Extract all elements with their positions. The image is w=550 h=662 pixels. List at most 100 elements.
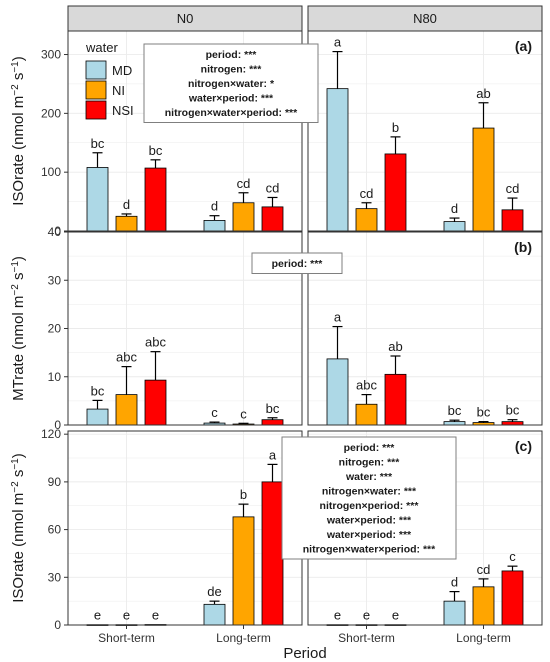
panel-c-y-axis-title: ISOrate (nmol m−2 s−1) [10,453,28,603]
panel-c-n0-longterm-md-sig-letter: de [207,584,221,599]
panel-b-n80-shortterm-nsi-bar [384,373,407,426]
panel-c-tag: (c) [515,438,532,454]
facet-label-n0: N0 [177,11,194,26]
panel-a-y-tick-label: 100 [41,165,61,179]
panel-a-n0-shortterm-nsi-sig-letter: bc [149,143,163,158]
panel-c-n80-longterm-md-bar [443,600,466,626]
panel-c-y-tick-label: 90 [48,475,62,489]
panel-c-n0-shortterm-nsi-sig-letter: e [152,608,159,623]
panel-c-n80-shortterm-nsi-sig-letter: e [392,608,399,623]
legend-swatch-md [85,60,107,80]
panel-c-stats-line: water×period: *** [326,529,412,541]
panel-a-y-tick-label: 0 [54,224,61,238]
panel-b-y-tick-label: 40 [48,225,62,239]
panel-a-n0-longterm-md-sig-letter: d [211,199,218,214]
panel-a-n80-longterm-nsi-sig-letter: cd [506,181,520,196]
panel-a-n80-longterm-ni-sig-letter: ab [476,86,490,101]
legend-swatch-ni [85,80,107,100]
x-tick-label-n0-longterm: Long-term [216,631,271,645]
panel-c-n80-shortterm-md-sig-letter: e [334,608,341,623]
panel-a-stats-line: nitrogen×water×period: *** [165,107,298,119]
panel-b-n80-longterm-nsi-bar [501,421,524,426]
panel-c-n80-longterm-ni-bar [472,586,495,626]
panel-c-n0-shortterm-ni-sig-letter: e [123,608,130,623]
panel-a-n0-shortterm-md-bar [86,167,109,232]
panel-c-n80-longterm-ni-sig-letter: cd [477,562,491,577]
panel-a-n0-shortterm-ni-sig-letter: d [123,197,130,212]
panel-b-border-n80 [307,231,543,426]
panel-a-stats-box [143,43,319,123]
panel-c-stats-line: nitrogen×water: *** [322,486,417,498]
facet-strip-n80 [307,5,543,32]
panel-c-n0-longterm-nsi-bar [261,481,284,626]
panel-a-n80-longterm-md-bar [443,221,466,232]
facet-label-n80: N80 [413,11,437,26]
x-tick-label-n80-shortterm: Short-term [338,631,395,645]
panel-a-n0-longterm-md-bar [203,220,226,232]
panel-b-n80-shortterm-ni-bar [355,403,378,426]
panel-a-n80-shortterm-md-bar [326,88,349,232]
panel-c-y-tick-label: 60 [48,523,62,537]
panel-a-stats-line: nitrogen×water: * [188,78,275,90]
panel-a-n80-longterm-nsi-bar [501,209,524,232]
panel-b-n80-shortterm-md-sig-letter: a [334,310,342,325]
panel-b-n0-longterm-ni-sig-letter: c [240,406,247,421]
panel-b-n0-shortterm-nsi-bar [144,379,167,426]
panel-c-stats-line: nitrogen×water×period: *** [303,544,436,556]
panel-c-n0-longterm-ni-sig-letter: b [240,487,247,502]
panel-c-n0-longterm-nsi-sig-letter: a [269,447,277,462]
panel-a-stats-line: nitrogen: *** [201,64,263,76]
panel-a-border-n0 [67,30,303,232]
panel-b-y-tick-label: 10 [48,370,62,384]
panel-a-n0-longterm-nsi-sig-letter: cd [266,180,280,195]
panel-a-tag: (a) [515,38,532,54]
panel-b-border-n0 [67,231,303,426]
panel-a-n80-shortterm-ni-sig-letter: cd [360,186,374,201]
legend-swatch-nsi [85,100,107,120]
panel-c-stats-line: water×period: *** [326,515,412,527]
panel-a-n0-shortterm-md-sig-letter: bc [91,136,105,151]
panel-b-tag: (b) [514,239,532,255]
panel-b-n0-shortterm-ni-bar [115,394,138,426]
panel-a-n80-longterm-md-sig-letter: d [451,201,458,216]
panel-a-n0-shortterm-nsi-bar [144,167,167,232]
panel-b-n0-shortterm-md-bar [86,408,109,426]
panel-a-n0-longterm-ni-sig-letter: cd [237,176,251,191]
facet-strip-n0 [67,5,303,32]
panel-a-n80-shortterm-ni-bar [355,208,378,232]
panel-c-n0-longterm-md-bar [203,603,226,626]
panel-a-n0-longterm-ni-bar [232,202,255,232]
panel-a-stats-line: period: *** [206,49,258,61]
x-tick-label-n0-shortterm: Short-term [98,631,155,645]
panel-a-stats-line: water×period: *** [188,93,274,105]
panel-a-n80-longterm-ni-bar [472,127,495,232]
panel-b-n0-longterm-nsi-sig-letter: bc [266,401,280,416]
panel-c-n80-longterm-nsi-sig-letter: c [509,549,516,564]
panel-c-y-tick-label: 0 [54,618,61,632]
panel-b-y-tick-label: 20 [48,322,62,336]
panel-c-stats-line: period: *** [344,442,396,454]
panel-c-n0-shortterm-md-sig-letter: e [94,608,101,623]
panel-c-stats-line: water: *** [345,471,393,483]
panel-c-n80-longterm-md-sig-letter: d [451,575,458,590]
x-tick-label-n80-longterm: Long-term [456,631,511,645]
panel-b-n80-longterm-nsi-sig-letter: bc [506,403,520,418]
panel-c-n80-longterm-nsi-bar [501,570,524,626]
panel-b-n80-shortterm-nsi-sig-letter: ab [388,339,402,354]
legend-label-ni: NI [112,83,125,98]
panel-b-n0-longterm-md-sig-letter: c [211,405,218,420]
legend-label-md: MD [112,63,132,78]
panel-b-n80-shortterm-ni-sig-letter: abc [356,378,377,393]
panel-a-n80-shortterm-nsi-sig-letter: b [392,120,399,135]
panel-b-n0-shortterm-ni-sig-letter: abc [116,350,137,365]
panel-a-y-tick-label: 200 [41,106,61,120]
panel-c-y-tick-label: 30 [48,570,62,584]
panel-b-n80-longterm-ni-sig-letter: bc [477,405,491,420]
panel-a-n0-shortterm-ni-bar [115,215,138,232]
panel-a-n80-shortterm-md-sig-letter: a [334,35,342,50]
x-axis-title: Period [283,645,326,662]
panel-c-n80-shortterm-ni-sig-letter: e [363,608,370,623]
panel-a-border-n80 [307,30,543,232]
panel-c-y-tick-label: 120 [41,427,61,441]
panel-b-y-tick-label: 30 [48,273,62,287]
